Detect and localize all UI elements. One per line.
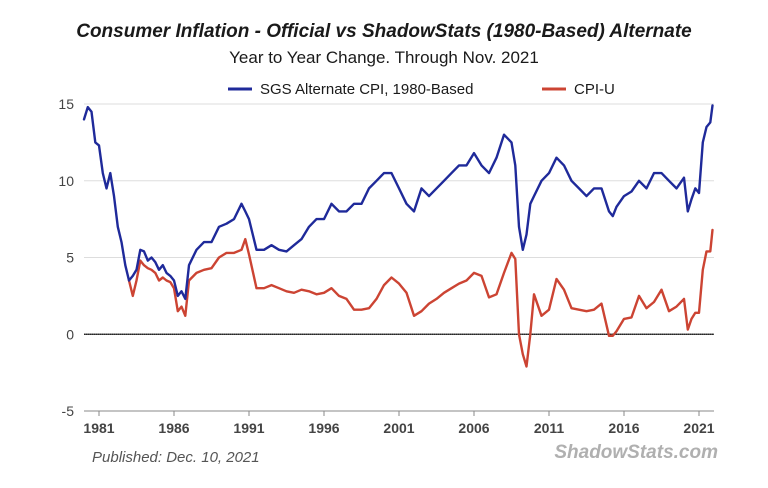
source-watermark: ShadowStats.com xyxy=(554,442,718,463)
legend-label-sgs: SGS Alternate CPI, 1980-Based xyxy=(260,81,473,98)
legend: SGS Alternate CPI, 1980-Based CPI-U xyxy=(228,81,615,98)
x-tick-label: 2016 xyxy=(608,420,639,436)
x-tick-label: 1996 xyxy=(308,420,339,436)
x-tick-label: 2001 xyxy=(383,420,414,436)
chart-title: Consumer Inflation - Official vs ShadowS… xyxy=(76,21,692,42)
x-tick-label: 2021 xyxy=(683,420,714,436)
x-tick-label: 1986 xyxy=(158,420,189,436)
x-tick-label: 2011 xyxy=(534,420,565,436)
published-date: Published: Dec. 10, 2021 xyxy=(92,449,260,466)
legend-label-cpiu: CPI-U xyxy=(574,81,615,98)
series-line-cpiu xyxy=(127,228,714,368)
y-tick-label: 5 xyxy=(66,250,74,266)
x-tick-label: 1981 xyxy=(83,420,114,436)
chart-subtitle: Year to Year Change. Through Nov. 2021 xyxy=(229,48,539,67)
y-tick-label: -5 xyxy=(62,403,75,419)
y-tick-label: 0 xyxy=(66,326,74,342)
x-tick-label: 1991 xyxy=(233,420,264,436)
axes: -5 0 5 10 15 1981 1986 1991 1996 2001 2006 2011 2016… xyxy=(58,96,714,436)
series-layer xyxy=(82,104,714,368)
y-tick-label: 15 xyxy=(58,96,74,112)
x-tick-label: 2006 xyxy=(458,420,489,436)
y-tick-label: 10 xyxy=(58,173,74,189)
series-line-sgs xyxy=(82,104,714,301)
